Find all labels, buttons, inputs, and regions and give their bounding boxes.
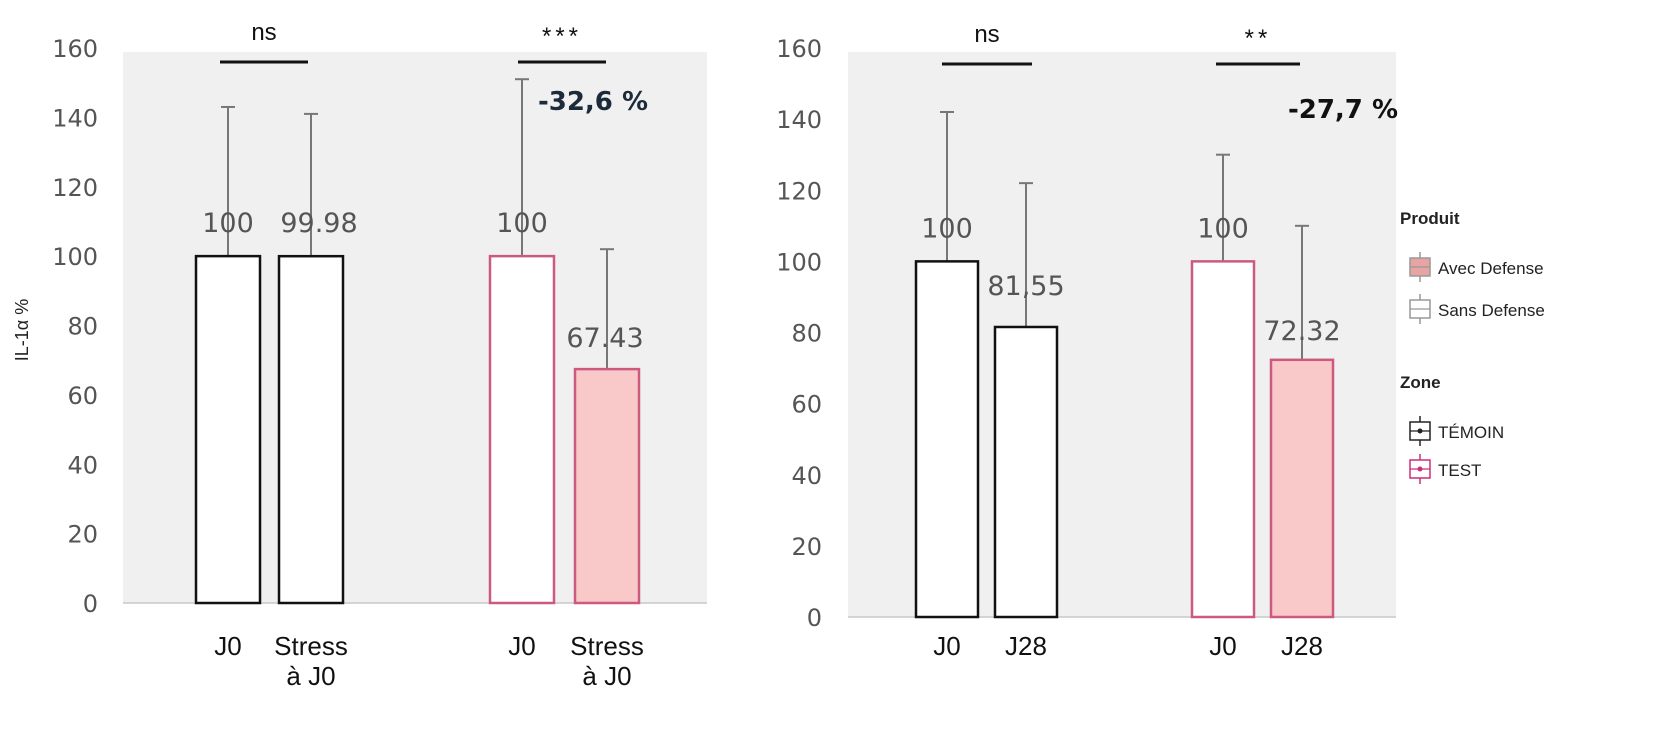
data-label: 100 (496, 208, 548, 239)
significance-label: ** (1245, 25, 1272, 52)
significance-label: ns (251, 19, 276, 46)
data-label: 67.43 (566, 323, 643, 354)
y-tick-label: 40 (67, 451, 98, 479)
percent-change-label: -32,6 % (538, 87, 648, 117)
legend-item-label: Sans Defense (1438, 301, 1545, 320)
legend-title-produit: Produit (1400, 209, 1460, 228)
x-tick-label: J28 (1281, 631, 1323, 661)
y-tick-label: 60 (791, 391, 822, 419)
y-tick-label: 160 (776, 35, 822, 63)
y-tick-label: 120 (776, 177, 822, 205)
legend-item-label: TÉMOIN (1438, 423, 1504, 442)
x-tick-label: J0 (214, 631, 241, 661)
x-tick-label: J0 (508, 631, 535, 661)
y-tick-label: 0 (807, 604, 822, 632)
data-label: 100 (202, 208, 254, 239)
data-label: 100 (1197, 213, 1249, 244)
y-tick-label: 80 (791, 320, 822, 348)
bar (1269, 358, 1335, 619)
legend-swatch-point (1417, 428, 1423, 434)
x-tick-label: J0 (1209, 631, 1236, 661)
bar (277, 254, 345, 605)
legend-title-zone: Zone (1400, 373, 1441, 392)
bar (573, 367, 641, 605)
data-label: 81,55 (987, 271, 1064, 302)
bar (914, 260, 980, 619)
x-tick-label: Stress à J0 (570, 631, 644, 691)
y-tick-label: 80 (67, 313, 98, 341)
y-tick-label: 140 (776, 106, 822, 134)
y-tick-label: 100 (52, 243, 98, 271)
legend-swatch-point (1417, 466, 1423, 472)
x-tick-label: J0 (933, 631, 960, 661)
x-tick-label: Stress à J0 (274, 631, 348, 691)
significance-label: ns (974, 21, 999, 48)
data-label: 99.98 (280, 208, 357, 239)
y-tick-label: 20 (791, 533, 822, 561)
bar (488, 254, 556, 605)
y-tick-label: 160 (52, 35, 98, 63)
data-label: 100 (921, 213, 973, 244)
legend-item-label: Avec Defense (1438, 259, 1544, 278)
significance-label: *** (542, 23, 582, 50)
y-tick-label: 60 (67, 382, 98, 410)
y-tick-label: 0 (83, 590, 98, 618)
bar (1190, 260, 1256, 619)
y-tick-label: 120 (52, 174, 98, 202)
y-tick-label: 140 (52, 104, 98, 132)
y-tick-label: 40 (791, 462, 822, 490)
legend-item-label: TEST (1438, 461, 1481, 480)
y-tick-label: 20 (67, 521, 98, 549)
bar (993, 325, 1059, 619)
bar (194, 254, 262, 605)
y-tick-label: 100 (776, 248, 822, 276)
data-label: 72.32 (1263, 316, 1340, 347)
y-axis-label: IL-1α % (12, 299, 32, 361)
x-tick-label: J28 (1005, 631, 1047, 661)
percent-change-label: -27,7 % (1288, 95, 1398, 125)
